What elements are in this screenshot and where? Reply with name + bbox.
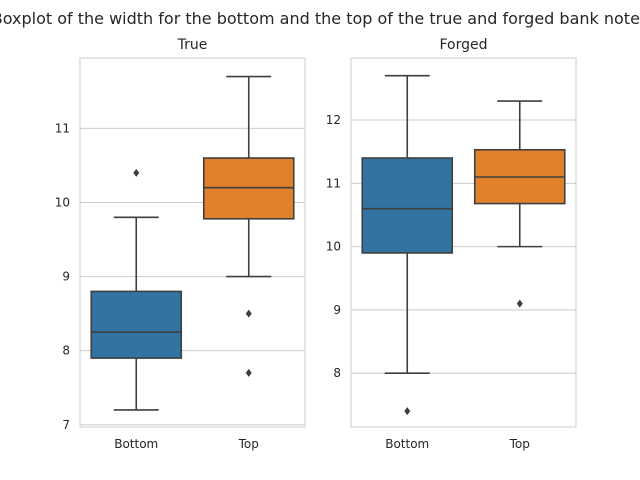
y-tick-label: 10 <box>326 240 341 254</box>
y-tick-label: 11 <box>326 176 341 190</box>
figure-suptitle: Boxplot of the width for the bottom and … <box>0 9 640 28</box>
outlier-point <box>516 299 523 308</box>
y-tick-label: 8 <box>62 344 70 358</box>
y-tick-label: 9 <box>62 270 70 284</box>
x-tick-label: Bottom <box>385 437 429 451</box>
outlier-point <box>404 407 411 416</box>
panel-forged: Forged 8 9 10 11 12 Bottom Top <box>326 37 577 451</box>
y-tick-label: 11 <box>55 121 70 135</box>
outlier-point <box>245 368 252 377</box>
y-tick-label: 8 <box>333 366 341 380</box>
y-tick-label: 10 <box>55 195 70 209</box>
outlier-point <box>245 309 252 318</box>
iqr-box <box>361 157 454 254</box>
axes-frame <box>79 57 306 428</box>
box-bottom <box>361 74 454 416</box>
axes-frame <box>350 57 577 428</box>
box-top <box>202 75 295 377</box>
y-tick-label: 9 <box>333 303 341 317</box>
iqr-box <box>90 290 183 359</box>
x-tick-label: Top <box>509 437 530 451</box>
x-tick-label: Top <box>238 437 259 451</box>
box-top <box>473 100 566 308</box>
y-tick-label: 12 <box>326 113 341 127</box>
y-tick-label: 7 <box>62 418 70 432</box>
panel-title: True <box>177 37 208 53</box>
outlier-point <box>133 168 140 177</box>
panel-title: Forged <box>439 37 487 53</box>
panel-true: True 7 8 9 10 11 Bottom Top <box>55 37 306 451</box>
x-tick-label: Bottom <box>114 437 158 451</box>
box-bottom <box>90 168 183 411</box>
panels: True 7 8 9 10 11 Bottom Top Forged 8 9 10 11 12 Bottom… <box>55 37 577 451</box>
